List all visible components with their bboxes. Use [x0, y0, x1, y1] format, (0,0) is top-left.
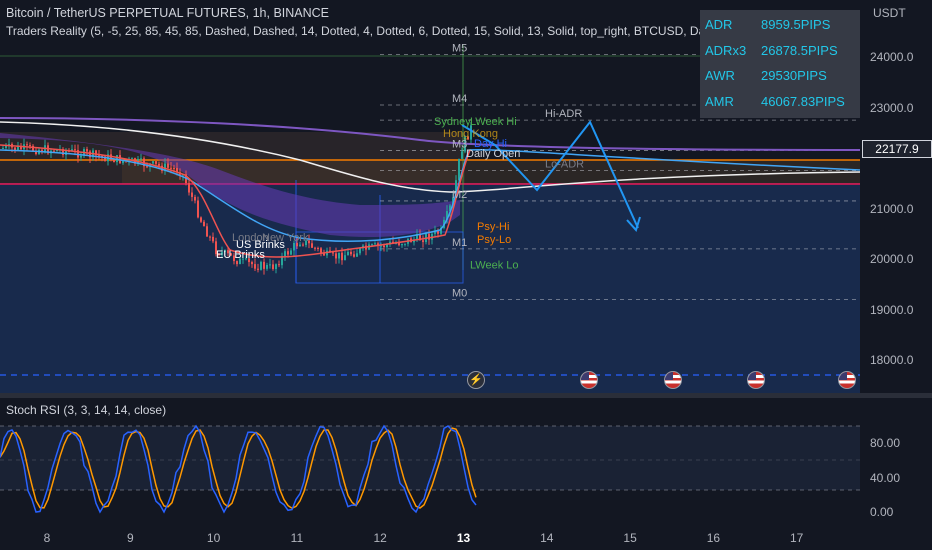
- level-label: M2: [452, 189, 467, 201]
- us-flag-icon[interactable]: [838, 371, 856, 389]
- level-label: M3: [452, 138, 467, 150]
- level-label: M4: [452, 93, 467, 105]
- level-label: M0: [452, 287, 467, 299]
- us-flag-icon[interactable]: [664, 371, 682, 389]
- time-tick-label: 11: [290, 531, 304, 545]
- label-new-york: New York: [262, 232, 309, 244]
- ema-red-line: [0, 144, 471, 258]
- adrx3-value: 26878.5PIPS: [761, 43, 838, 58]
- time-axis[interactable]: 8 9 10 11 12 13 14 15 16 17: [0, 526, 860, 550]
- level-label: M5: [452, 42, 467, 54]
- current-price-tag: 22177.9: [862, 140, 932, 158]
- time-tick-label: 12: [373, 531, 387, 545]
- time-tick-label: 8: [43, 531, 51, 545]
- level-labels: M5 M4 Hi-ADR M3 Lo-ADR M2 M1 M0 LWeek Lo: [452, 42, 584, 299]
- label-us-brinks: US Brinks: [236, 239, 285, 251]
- price-tick-label: 18000.0: [870, 353, 914, 367]
- label-hong-kong: Hong Kong: [443, 128, 499, 140]
- level-label: Hi-ADR: [545, 108, 582, 120]
- rsi-tick-label: 40.00: [870, 470, 901, 485]
- stoch-rsi-canvas[interactable]: [0, 398, 860, 526]
- adrx3-label: ADRx3: [705, 43, 747, 58]
- lightning-icon[interactable]: ⚡: [467, 371, 485, 389]
- label-day-hi: Day Hi: [474, 138, 508, 150]
- rsi-d-line: [0, 427, 477, 510]
- price-tick-label: 24000.0: [870, 50, 914, 64]
- projection-arrow-head: [626, 216, 641, 232]
- price-chart-canvas[interactable]: M5 M4 Hi-ADR M3 Lo-ADR M2 M1 M0 LWeek Lo: [0, 0, 860, 393]
- awr-value: 29530PIPS: [761, 68, 827, 83]
- candlesticks: [2, 121, 472, 275]
- price-axis[interactable]: USDT 24000.0 23000.0 21000.0 20000.0 19000.0…: [860, 0, 932, 393]
- us-flag-icon[interactable]: [747, 371, 765, 389]
- label-psy-hi: Psy-Hi: [477, 221, 510, 233]
- time-tick-label: 14: [540, 531, 554, 545]
- us-flag-icon[interactable]: [580, 371, 598, 389]
- level-label: Lo-ADR: [545, 159, 584, 171]
- price-tick-label: 19000.0: [870, 302, 914, 317]
- awr-label: AWR: [705, 68, 735, 83]
- adr-table: ADR 8959.5PIPS ADRx3 26878.5PIPS AWR 29530P…: [700, 10, 860, 118]
- rsi-axis[interactable]: 80.00 40.00 0.00: [860, 398, 932, 526]
- level-label: LWeek Lo: [470, 260, 519, 272]
- time-tick-label: 17: [790, 531, 804, 545]
- label-daily-open: Daily Open: [466, 148, 521, 160]
- rsi-tick-label: 0.00: [870, 505, 894, 519]
- time-tick-label: 10: [206, 531, 221, 545]
- label-lweek-hi: LWeek Hi: [470, 116, 517, 128]
- ema-cloud: [0, 133, 460, 238]
- rsi-title[interactable]: Stoch RSI (3, 3, 14, 14, close): [6, 403, 167, 417]
- time-tick-label: 15: [623, 531, 637, 545]
- indicator-legend[interactable]: Traders Reality (5, -5, 25, 85, 45, 85, …: [6, 24, 852, 38]
- time-tick-label: 16: [706, 531, 721, 545]
- ema-200-line: [0, 121, 860, 193]
- currency-label: USDT: [873, 6, 906, 20]
- price-tick-label: 20000.0: [870, 252, 914, 266]
- amr-row: AMR 46067.83PIPS: [705, 94, 845, 109]
- adr-value: 8959.5PIPS: [761, 17, 831, 32]
- chart-title: Bitcoin / TetherUS PERPETUAL FUTURES, 1h…: [6, 6, 330, 20]
- projection-path: [461, 120, 639, 229]
- rsi-k-line: [0, 424, 477, 514]
- adrx3-row: ADRx3 26878.5PIPS: [705, 43, 838, 58]
- adr-row: ADR 8959.5PIPS: [705, 17, 830, 32]
- price-tick-label: 23000.0: [870, 100, 914, 115]
- ema-long-line: [0, 117, 860, 151]
- awr-row: AWR 29530PIPS: [705, 68, 827, 83]
- amr-value: 46067.83PIPS: [761, 94, 845, 109]
- time-tick-label: 13: [456, 531, 471, 545]
- rsi-tick-label: 80.00: [870, 436, 901, 451]
- label-sydney: Sydney: [434, 116, 471, 128]
- stoch-rsi-pane[interactable]: Stoch RSI (3, 3, 14, 14, close): [0, 398, 860, 526]
- level-label: M1: [452, 237, 467, 249]
- amr-label: AMR: [705, 94, 734, 109]
- pane-separator[interactable]: [0, 393, 932, 398]
- label-eu-brinks: EU Brinks: [216, 249, 265, 261]
- adr-label: ADR: [705, 17, 733, 32]
- time-tick-label: 9: [126, 531, 134, 545]
- label-london: London: [232, 232, 269, 244]
- price-tick-label: 21000.0: [870, 201, 914, 216]
- price-chart-pane[interactable]: M5 M4 Hi-ADR M3 Lo-ADR M2 M1 M0 LWeek Lo Bitcoin…: [0, 0, 860, 393]
- label-psy-lo: Psy-Lo: [477, 234, 512, 246]
- ema-fast-line: [0, 149, 860, 243]
